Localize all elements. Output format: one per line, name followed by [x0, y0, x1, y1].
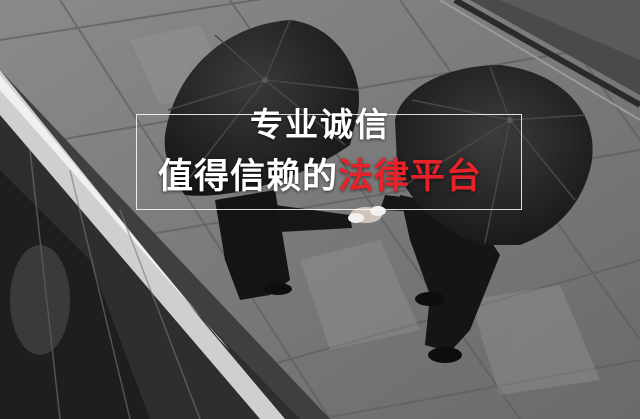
headline-primary: 专业诚信: [250, 105, 390, 144]
text-frame: [136, 114, 522, 210]
headline-accent-text: 法律平台: [338, 157, 483, 197]
headline-secondary: 值得信赖的法律平台: [0, 148, 640, 199]
headline-white-text: 值得信赖的: [157, 157, 338, 197]
